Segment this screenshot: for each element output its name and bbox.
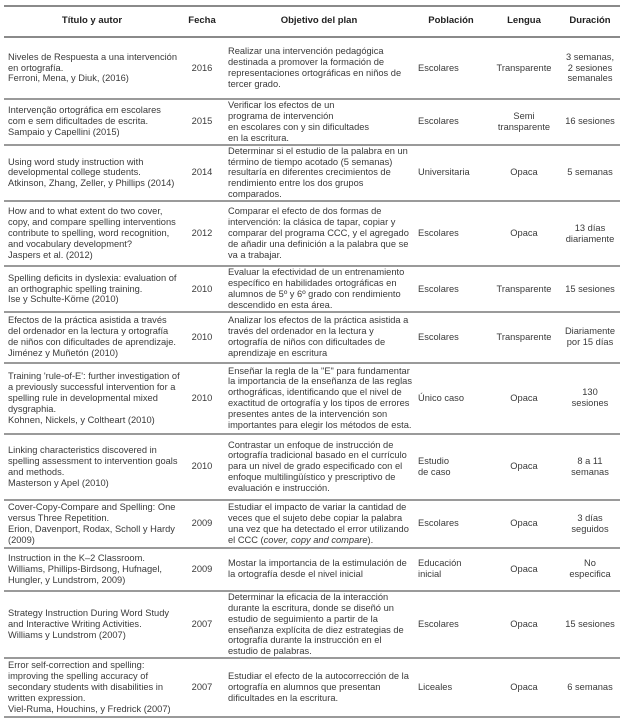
table-row: Strategy Instruction During Word Study a… [4,590,620,660]
cell-title: Efectos de la práctica asistida a través… [4,311,180,364]
cell-objective: Comparar el efecto de dos formas de inte… [224,201,414,268]
cell-language: Opaca [488,547,560,592]
table-row: Instruction in the K–2 Classroom. Willia… [4,547,620,592]
cell-title: Strategy Instruction During Word Study a… [4,590,180,660]
cell-title: Using word study instruction with develo… [4,144,180,203]
cell-duration: No especifica [560,547,620,592]
cell-population: Universitaria [414,144,488,203]
cell-language: Transparente [488,37,560,100]
cell-title: Spelling deficits in dyslexia: evaluatio… [4,266,180,313]
cell-objective: Estudiar el impacto de variar la cantida… [224,499,414,549]
cell-duration: 15 sesiones [560,590,620,660]
cell-duration: 130 sesiones [560,362,620,435]
cell-language: Opaca [488,658,560,718]
header-title: Título y autor [4,5,180,38]
cell-title: Linking characteristics discovered in sp… [4,433,180,501]
cell-language: Opaca [488,362,560,435]
table-row: Linking characteristics discovered in sp… [4,433,620,501]
cell-population: Escolares [414,590,488,660]
cell-population: Liceales [414,658,488,718]
header-year: Fecha [180,5,224,38]
cell-duration: 5 semanas [560,144,620,203]
table-row: Cover-Copy-Compare and Spelling: One ver… [4,499,620,549]
table-row: Intervenção ortográfica em escolares com… [4,99,620,146]
cell-language: Opaca [488,201,560,268]
cell-population: Único caso [414,362,488,435]
cell-year: 2010 [180,362,224,435]
table-row: Efectos de la práctica asistida a través… [4,311,620,364]
cell-title: Instruction in the K–2 Classroom. Willia… [4,547,180,592]
cell-duration: 15 sesiones [560,266,620,313]
cell-year: 2007 [180,590,224,660]
table-row: Niveles de Respuesta a una intervención … [4,37,620,100]
cell-year: 2015 [180,99,224,146]
cell-title: Error self-correction and spelling: impr… [4,658,180,718]
cell-objective: Evaluar la efectividad de un entrenamien… [224,266,414,313]
cell-language: Opaca [488,590,560,660]
cell-objective: Verificar los efectos de un programa de … [224,99,414,146]
cell-population: Escolares [414,37,488,100]
table-header: Título y autor Fecha Objetivo del plan P… [4,5,620,38]
cell-year: 2012 [180,201,224,268]
cell-title: How and to what extent do two cover, cop… [4,201,180,268]
cell-duration: 3 semanas, 2 sesiones semanales [560,37,620,100]
cell-duration: 6 semanas [560,658,620,718]
cell-population: Escolares [414,499,488,549]
cell-objective: Determinar la eficacia de la interacción… [224,590,414,660]
table-row: Spelling deficits in dyslexia: evaluatio… [4,266,620,313]
cell-objective: Enseñar la regla de la "E" para fundamen… [224,362,414,435]
header-language: Lengua [488,5,560,38]
cell-objective: Estudiar el efecto de la autocorrección … [224,658,414,718]
cell-year: 2014 [180,144,224,203]
cell-duration: 16 sesiones [560,99,620,146]
cell-year: 2010 [180,433,224,501]
cell-objective: Realizar una intervención pedagógica des… [224,37,414,100]
cell-language: Semi transparente [488,99,560,146]
header-objective: Objetivo del plan [224,5,414,38]
cell-language: Opaca [488,433,560,501]
cell-objective: Contrastar un enfoque de instrucción de … [224,433,414,501]
cell-title: Niveles de Respuesta a una intervención … [4,37,180,100]
studies-table: Título y autor Fecha Objetivo del plan P… [4,5,620,718]
table-row: Training 'rule-of-E': further investigat… [4,362,620,435]
cell-year: 2009 [180,547,224,592]
cell-language: Transparente [488,311,560,364]
cell-year: 2009 [180,499,224,549]
cell-year: 2010 [180,311,224,364]
cell-population: Escolares [414,201,488,268]
cell-year: 2016 [180,37,224,100]
cell-title: Cover-Copy-Compare and Spelling: One ver… [4,499,180,549]
cell-duration: 13 días diariamente [560,201,620,268]
header-row: Título y autor Fecha Objetivo del plan P… [4,5,620,38]
header-duration: Duración [560,5,620,38]
cell-language: Transparente [488,266,560,313]
cell-population: Escolares [414,311,488,364]
cell-population: Escolares [414,266,488,313]
cell-language: Opaca [488,144,560,203]
table-body: Niveles de Respuesta a una intervención … [4,37,620,718]
table-row: Using word study instruction with develo… [4,144,620,203]
cell-objective: Determinar si el estudio de la palabra e… [224,144,414,203]
cell-population: Educación inicial [414,547,488,592]
cell-objective: Mostar la importancia de la estimulación… [224,547,414,592]
cell-language: Opaca [488,499,560,549]
header-population: Población [414,5,488,38]
cell-duration: 3 días seguidos [560,499,620,549]
cell-objective: Analizar los efectos de la práctica asis… [224,311,414,364]
cell-year: 2007 [180,658,224,718]
cell-population: Escolares [414,99,488,146]
table-row: Error self-correction and spelling: impr… [4,658,620,718]
cell-title: Intervenção ortográfica em escolares com… [4,99,180,146]
cell-title: Training 'rule-of-E': further investigat… [4,362,180,435]
cell-population: Estudio de caso [414,433,488,501]
cell-duration: 8 a 11 semanas [560,433,620,501]
cell-year: 2010 [180,266,224,313]
table-row: How and to what extent do two cover, cop… [4,201,620,268]
cell-duration: Diariamente por 15 días [560,311,620,364]
